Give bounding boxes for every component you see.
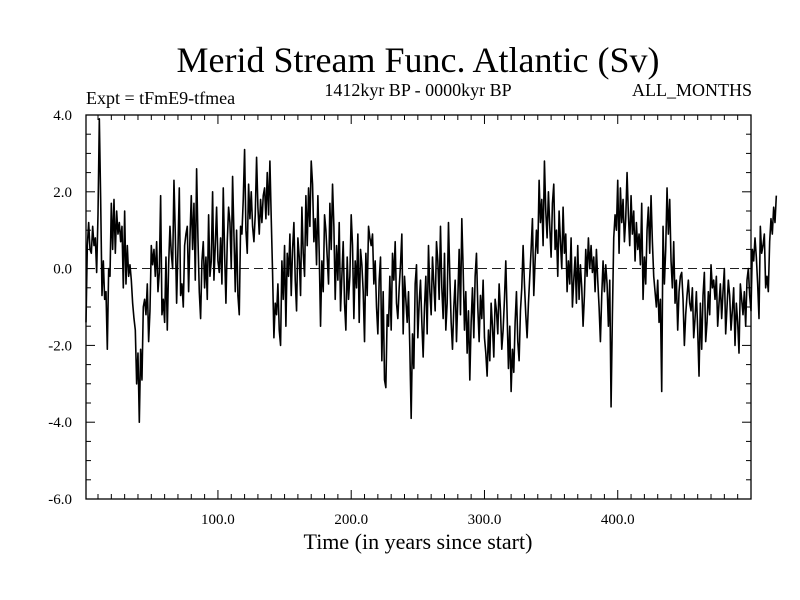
y-tick-label: -4.0 xyxy=(48,415,72,431)
tick-label-layer: -6.0 -4.0 -2.0 0.0 2.0 4.0 100.0 200.0 300.0 400.… xyxy=(48,108,634,528)
y-tick-label: -6.0 xyxy=(48,492,72,508)
experiment-label: Expt = tFmE9-tfmea xyxy=(86,88,235,108)
series-line-0 xyxy=(85,118,778,424)
chart-title: Merid Stream Func. Atlantic (Sv) xyxy=(177,40,660,80)
plot-area-frame xyxy=(85,114,752,500)
x-tick-label: 300.0 xyxy=(468,512,502,528)
x-axis-label: Time (in years since start) xyxy=(304,529,533,554)
series-layer xyxy=(85,118,778,424)
x-tick-label: 200.0 xyxy=(334,512,368,528)
y-tick-label: -2.0 xyxy=(48,338,72,354)
x-tick-label: 400.0 xyxy=(601,512,635,528)
y-tick-label: 4.0 xyxy=(53,108,72,124)
season-label: ALL_MONTHS xyxy=(632,80,752,100)
period-label: 1412kyr BP - 0000kyr BP xyxy=(324,80,511,100)
x-tick-label: 100.0 xyxy=(201,512,235,528)
y-tick-label: 0.0 xyxy=(53,262,72,278)
y-tick-label: 2.0 xyxy=(53,185,72,201)
